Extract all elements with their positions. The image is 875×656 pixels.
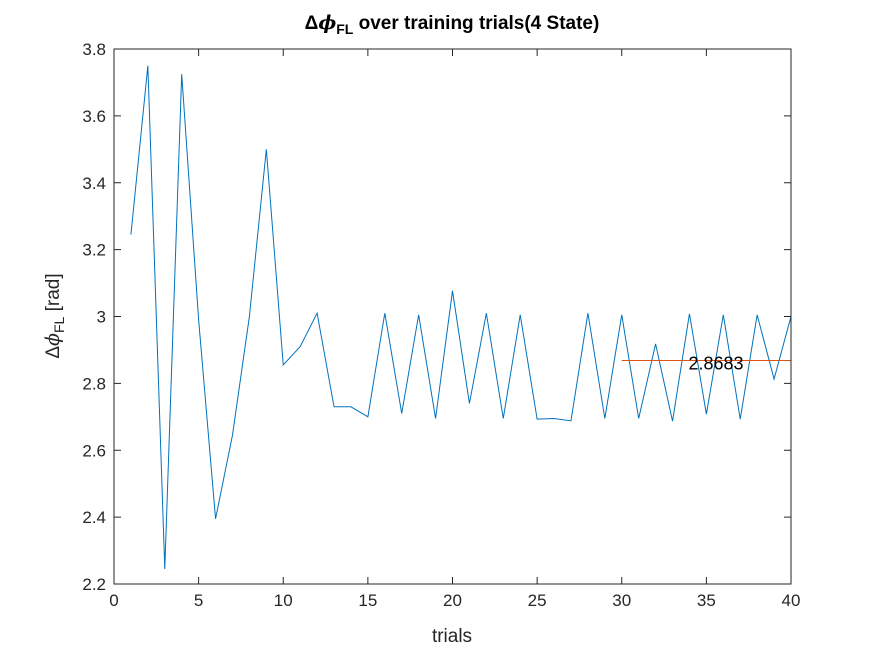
y-tick-label: 2.8	[82, 374, 106, 393]
y-tick-label: 3	[97, 308, 106, 327]
x-tick-label: 40	[782, 591, 801, 610]
y-tick-label: 2.4	[82, 508, 106, 527]
x-tick-label: 30	[612, 591, 631, 610]
y-tick-label: 3.8	[82, 40, 106, 59]
y-tick-label: 3.4	[82, 174, 106, 193]
title-suffix: over training trials(4 State)	[353, 13, 599, 34]
title-phi: ϕ	[318, 12, 336, 34]
y-tick-label: 3.6	[82, 107, 106, 126]
title-delta: Δ	[305, 13, 319, 34]
ylabel-suffix: [rad]	[43, 273, 64, 316]
chart-title: ΔϕFL over training trials(4 State)	[305, 12, 600, 37]
series-group	[130, 65, 792, 569]
y-axis: 2.2 2.4 2.6 2.8 3 3.2 3.4 3.6 3.8	[82, 40, 791, 594]
y-axis-label: ΔϕFL [rad]	[42, 273, 67, 358]
x-tick-label: 5	[194, 591, 203, 610]
plot-area	[114, 49, 791, 584]
mean-annotation: 2.8683	[689, 354, 744, 374]
x-tick-label: 0	[109, 591, 118, 610]
ylabel-subscript: FL	[51, 316, 67, 333]
ylabel-delta: Δ	[43, 346, 64, 359]
y-tick-label: 3.2	[82, 241, 106, 260]
series-line	[130, 65, 792, 569]
y-tick-label: 2.2	[82, 575, 106, 594]
x-tick-label: 35	[697, 591, 716, 610]
title-subscript: FL	[336, 21, 354, 37]
x-tick-label: 20	[443, 591, 462, 610]
ylabel-phi: ϕ	[42, 333, 64, 346]
x-tick-label: 25	[528, 591, 547, 610]
x-tick-label: 10	[274, 591, 293, 610]
x-tick-label: 15	[358, 591, 377, 610]
y-tick-label: 2.6	[82, 441, 106, 460]
x-axis-label: trials	[432, 626, 472, 647]
x-axis: 0 5 10 15 20 25 30 35 40	[109, 49, 800, 610]
